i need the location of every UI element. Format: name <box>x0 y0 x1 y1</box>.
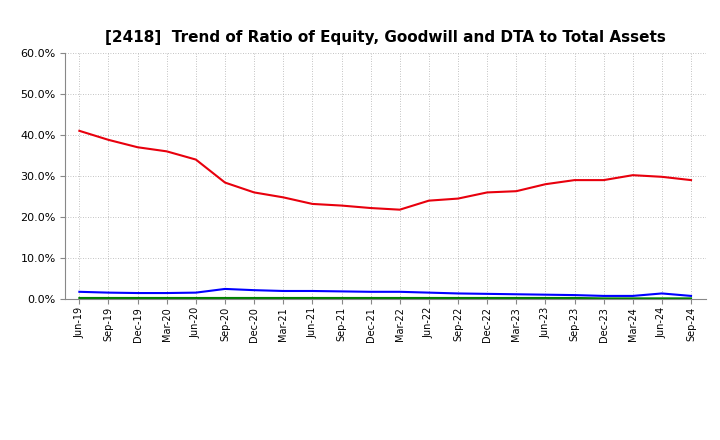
Goodwill <box>104 290 113 295</box>
Equity <box>687 177 696 183</box>
Equity <box>395 207 404 213</box>
Equity <box>599 177 608 183</box>
Goodwill <box>279 288 287 293</box>
Goodwill <box>570 293 579 298</box>
Deferred Tax Assets <box>192 295 200 301</box>
Equity <box>308 201 317 206</box>
Equity <box>104 137 113 143</box>
Goodwill <box>337 289 346 294</box>
Goodwill <box>75 289 84 294</box>
Goodwill <box>133 290 142 296</box>
Equity <box>570 177 579 183</box>
Equity <box>250 190 258 195</box>
Equity <box>366 205 375 211</box>
Deferred Tax Assets <box>220 295 229 301</box>
Deferred Tax Assets <box>570 295 579 301</box>
Equity <box>220 180 229 185</box>
Goodwill <box>454 291 462 296</box>
Equity <box>279 195 287 200</box>
Equity <box>337 203 346 208</box>
Deferred Tax Assets <box>75 295 84 301</box>
Deferred Tax Assets <box>163 295 171 301</box>
Equity <box>629 172 637 178</box>
Goodwill <box>629 293 637 299</box>
Deferred Tax Assets <box>483 295 492 301</box>
Goodwill <box>483 291 492 297</box>
Equity <box>657 174 666 180</box>
Deferred Tax Assets <box>629 296 637 301</box>
Deferred Tax Assets <box>279 295 287 301</box>
Equity <box>425 198 433 203</box>
Goodwill <box>395 289 404 294</box>
Equity <box>454 196 462 201</box>
Goodwill <box>366 289 375 294</box>
Goodwill <box>687 293 696 299</box>
Equity <box>75 128 84 133</box>
Line: Goodwill: Goodwill <box>79 289 691 296</box>
Deferred Tax Assets <box>599 296 608 301</box>
Deferred Tax Assets <box>250 295 258 301</box>
Goodwill <box>599 293 608 299</box>
Deferred Tax Assets <box>657 296 666 301</box>
Deferred Tax Assets <box>133 295 142 301</box>
Goodwill <box>250 287 258 293</box>
Deferred Tax Assets <box>308 295 317 301</box>
Deferred Tax Assets <box>541 295 550 301</box>
Equity <box>483 190 492 195</box>
Goodwill <box>541 292 550 297</box>
Deferred Tax Assets <box>454 295 462 301</box>
Deferred Tax Assets <box>512 295 521 301</box>
Deferred Tax Assets <box>425 295 433 301</box>
Goodwill <box>512 292 521 297</box>
Equity <box>192 157 200 162</box>
Deferred Tax Assets <box>395 295 404 301</box>
Deferred Tax Assets <box>687 296 696 301</box>
Goodwill <box>192 290 200 295</box>
Equity <box>541 182 550 187</box>
Equity <box>512 189 521 194</box>
Goodwill <box>657 291 666 296</box>
Deferred Tax Assets <box>337 295 346 301</box>
Goodwill <box>220 286 229 292</box>
Line: Equity: Equity <box>79 131 691 210</box>
Goodwill <box>163 290 171 296</box>
Title: [2418]  Trend of Ratio of Equity, Goodwill and DTA to Total Assets: [2418] Trend of Ratio of Equity, Goodwil… <box>105 29 665 45</box>
Goodwill <box>308 288 317 293</box>
Equity <box>163 149 171 154</box>
Equity <box>133 145 142 150</box>
Goodwill <box>425 290 433 295</box>
Deferred Tax Assets <box>366 295 375 301</box>
Deferred Tax Assets <box>104 295 113 301</box>
